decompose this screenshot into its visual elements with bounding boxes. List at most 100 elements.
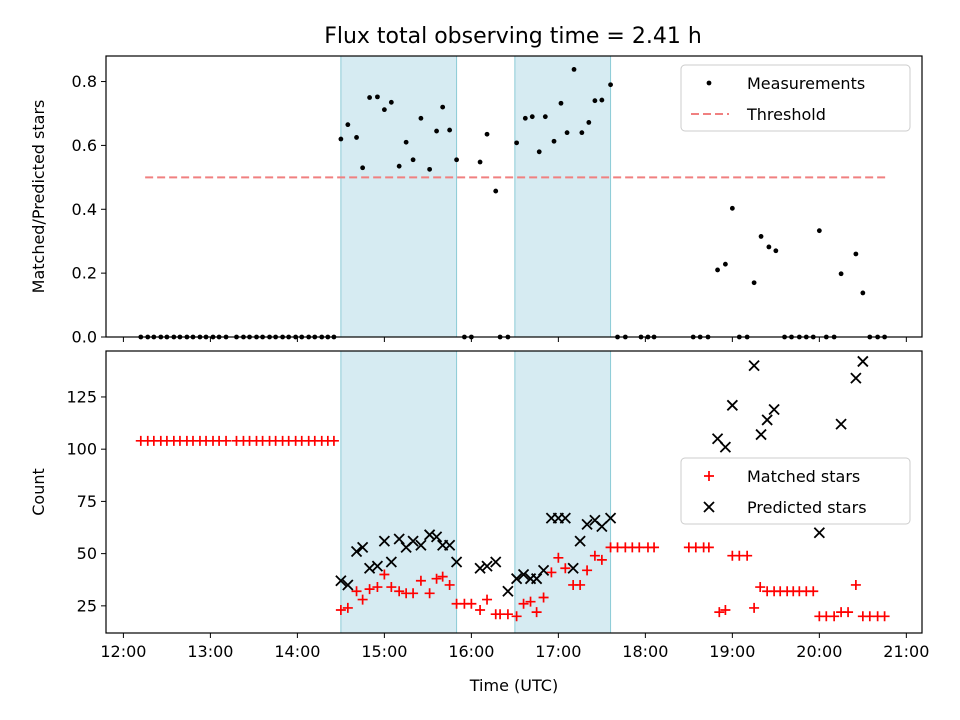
measurement-point <box>715 267 720 273</box>
predicted-star-point <box>443 539 456 551</box>
x-tick-label: 14:00 <box>274 642 320 661</box>
matched-star-point <box>531 607 542 618</box>
predicted-star-point <box>596 520 608 533</box>
y-axis-label: Matched/Predicted stars <box>29 100 48 294</box>
matched-star-point <box>394 586 405 597</box>
predicted-star-point <box>567 562 579 574</box>
predicted-star-point <box>748 359 760 372</box>
x-tick-label: 16:00 <box>448 642 494 661</box>
measurement-point <box>586 120 592 125</box>
shaded-interval <box>514 350 612 634</box>
predicted-star-point <box>813 527 825 539</box>
matched-star-point <box>518 598 529 609</box>
y-tick-label: 125 <box>66 387 97 406</box>
matched-star-point <box>575 579 586 590</box>
measurement-point <box>484 131 490 137</box>
matched-star-point <box>482 594 493 605</box>
measurement-point <box>729 205 735 211</box>
predicted-star-point <box>581 518 593 531</box>
measurement-point <box>522 115 528 121</box>
y-tick-label: 0.8 <box>72 72 97 91</box>
measurement-point <box>410 157 416 163</box>
x-tick-label: 17:00 <box>535 642 581 661</box>
measurement-point <box>493 188 499 194</box>
matched-star-point <box>408 588 419 599</box>
matched-star-point <box>364 584 375 595</box>
measurement-point <box>381 107 387 113</box>
matched-star-point <box>714 607 725 618</box>
plot-frame <box>105 350 923 634</box>
predicted-star-point <box>481 560 493 572</box>
matched-star-point <box>511 611 522 622</box>
legend-label: Threshold <box>746 105 826 124</box>
measurement-point <box>396 163 402 169</box>
matched-star-point <box>553 552 564 563</box>
measurement-point <box>375 94 380 100</box>
matched-star-point <box>351 586 362 597</box>
y-axis-label: Count <box>29 468 48 516</box>
y-tick-label: 75 <box>77 492 97 511</box>
predicted-star-point <box>474 562 486 574</box>
measurement-point <box>338 136 344 142</box>
measurement-point <box>558 100 564 106</box>
predicted-star-point <box>768 403 780 416</box>
matched-star-point <box>720 605 731 616</box>
predicted-star-point <box>604 512 617 524</box>
x-tick-label: 13:00 <box>187 642 233 661</box>
measurement-point <box>860 290 866 296</box>
predicted-star-point <box>517 568 530 581</box>
measurement-point <box>542 114 548 120</box>
predicted-star-point <box>502 585 514 597</box>
measurement-point <box>766 244 772 250</box>
legend-box <box>680 457 911 525</box>
legend-plus-swatch <box>704 471 714 481</box>
predicted-star-point <box>385 556 397 568</box>
measurement-point <box>454 157 459 163</box>
legend: Measurements Threshold <box>680 64 911 132</box>
matched-star-point <box>755 582 766 593</box>
predicted-star-point <box>574 535 586 547</box>
matched-star-point <box>829 611 840 622</box>
shaded-interval <box>340 55 458 338</box>
predicted-star-point <box>857 355 869 368</box>
matched-star-point <box>431 573 442 584</box>
matched-star-point <box>475 605 486 616</box>
measurement-point <box>758 234 764 239</box>
shaded-interval <box>514 55 612 338</box>
measurement-point <box>427 166 433 172</box>
matched-star-point <box>596 554 607 565</box>
measurement-point <box>599 97 605 103</box>
matched-star-point <box>525 596 536 607</box>
top-panel: 0.0 0.2 0.4 0.6 0.8 Matched/Predicted stars Me… <box>29 55 923 347</box>
measurement-point <box>388 99 394 105</box>
x-tick-label: 12:00 <box>100 642 146 661</box>
legend-box <box>680 64 911 132</box>
predicted-star-point <box>430 531 443 543</box>
measurement-point <box>367 95 372 100</box>
predicted-star-point <box>423 529 436 541</box>
measurement-point <box>608 82 613 88</box>
measurement-point <box>354 135 359 140</box>
matched-star-point <box>843 607 854 618</box>
y-tick-label: 50 <box>77 544 97 563</box>
matched-star-point <box>444 579 455 590</box>
legend-label: Measurements <box>747 74 865 93</box>
y-tick-label: 0.2 <box>72 264 97 283</box>
matched-star-point <box>328 435 339 446</box>
measurement-point <box>536 149 542 155</box>
matched-star-point <box>386 582 397 593</box>
measurement-point <box>477 159 483 165</box>
y-tick-label: 100 <box>66 440 97 459</box>
y-tick-label: 25 <box>77 596 97 615</box>
measurement-point <box>592 98 598 104</box>
matched-star-point <box>582 565 593 576</box>
predicted-star-point <box>559 512 571 524</box>
x-tick-label: 18:00 <box>622 642 668 661</box>
x-axis-label: Time (UTC) <box>469 676 558 695</box>
predicted-star-point <box>371 560 384 572</box>
measurement-point <box>403 139 409 145</box>
chart-title: Flux total observing time = 2.41 h <box>324 24 702 49</box>
measurement-point <box>529 114 535 120</box>
measurement-point <box>816 228 822 234</box>
matched-star-point <box>372 582 383 593</box>
